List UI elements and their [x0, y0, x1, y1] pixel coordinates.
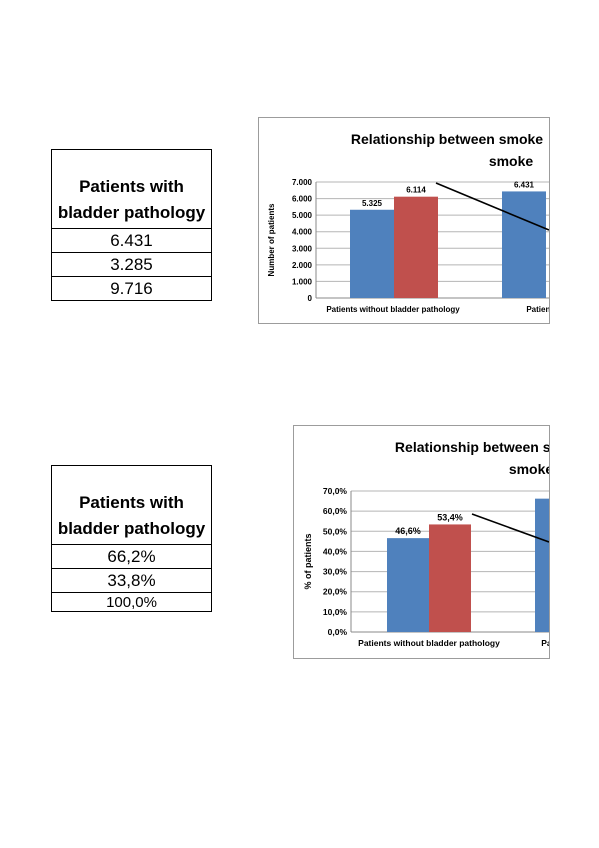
y-tick-label: 3.000 — [292, 244, 313, 253]
annotation-line — [471, 513, 549, 543]
table-cell: 3.285 — [51, 252, 212, 277]
data-label: 46,6% — [395, 526, 421, 536]
data-label: 5.325 — [362, 199, 383, 208]
y-tick-label: 4.000 — [292, 228, 313, 237]
y-axis-label: Number of patients — [267, 203, 276, 276]
y-tick-label: 40,0% — [323, 546, 348, 556]
table-cell: 6.431 — [51, 228, 212, 253]
y-tick-label: 0 — [308, 294, 313, 303]
x-tick-label: Patients with — [526, 305, 549, 314]
y-tick-label: 0,0% — [328, 627, 348, 637]
y-tick-label: 70,0% — [323, 486, 348, 496]
y-tick-label: 2.000 — [292, 261, 313, 270]
y-tick-label: 30,0% — [323, 567, 348, 577]
chart-title: Relationship between sn smoke — [394, 439, 550, 477]
patients-percent-table: Patients with bladder pathology 66,2% 33… — [51, 465, 212, 612]
table-header: Patients with bladder pathology — [51, 149, 212, 229]
y-axis-label: % of patients — [303, 533, 313, 589]
y-tick-label: 10,0% — [323, 607, 348, 617]
bar — [429, 524, 471, 632]
y-tick-label: 1.000 — [292, 277, 313, 286]
data-label: 6.114 — [406, 186, 426, 195]
patients-count-chart: Relationship between smoke smoke 0 1.000 2… — [258, 117, 550, 324]
y-tick-label: 50,0% — [323, 526, 348, 536]
bar — [387, 538, 429, 632]
bar — [502, 191, 546, 298]
bar — [535, 498, 549, 632]
patients-count-table: Patients with bladder pathology 6.431 3.… — [51, 149, 212, 301]
data-label: 53,4% — [437, 512, 463, 522]
patients-percent-chart: Relationship between sn smoke 0,0% 10,0% 2… — [293, 425, 550, 659]
y-tick-label: 60,0% — [323, 506, 348, 516]
y-tick-label: 6.000 — [292, 195, 313, 204]
bar — [394, 196, 438, 298]
table-header: Patients with bladder pathology — [51, 465, 212, 545]
x-tick-label: Patients without bladder pathology — [326, 305, 460, 314]
chart-plot: 0 1.000 2.000 3.000 4.000 5.000 6.000 7.000 Numb… — [267, 178, 549, 314]
chart-plot: 0,0% 10,0% 20,0% 30,0% 40,0% 50,0% 60,0% 70,0%%… — [303, 486, 549, 648]
y-tick-label: 20,0% — [323, 587, 348, 597]
table-cell: 33,8% — [51, 568, 212, 593]
x-tick-label: Patients without bladder pathology — [358, 638, 500, 648]
table-cell: 9.716 — [51, 276, 212, 301]
annotation-line — [435, 182, 549, 231]
chart-title: Relationship between smoke smoke — [350, 131, 544, 169]
table-cell: 100,0% — [51, 592, 212, 612]
bar — [350, 209, 394, 298]
y-tick-label: 5.000 — [292, 211, 313, 220]
table-cell: 66,2% — [51, 544, 212, 569]
data-label: 6.431 — [514, 180, 535, 189]
y-tick-label: 7.000 — [292, 178, 313, 187]
x-tick-label: Patien — [541, 638, 549, 648]
